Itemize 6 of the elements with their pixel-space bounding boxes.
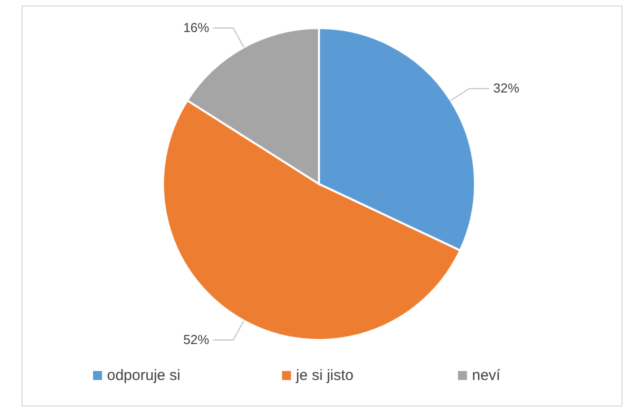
data-label: 32% <box>493 80 520 96</box>
legend-label: neví <box>472 367 502 384</box>
legend-label: je si jisto <box>295 367 354 384</box>
data-label: 16% <box>183 20 210 36</box>
legend-label: odporuje si <box>107 367 180 384</box>
data-label: 52% <box>183 332 210 347</box>
